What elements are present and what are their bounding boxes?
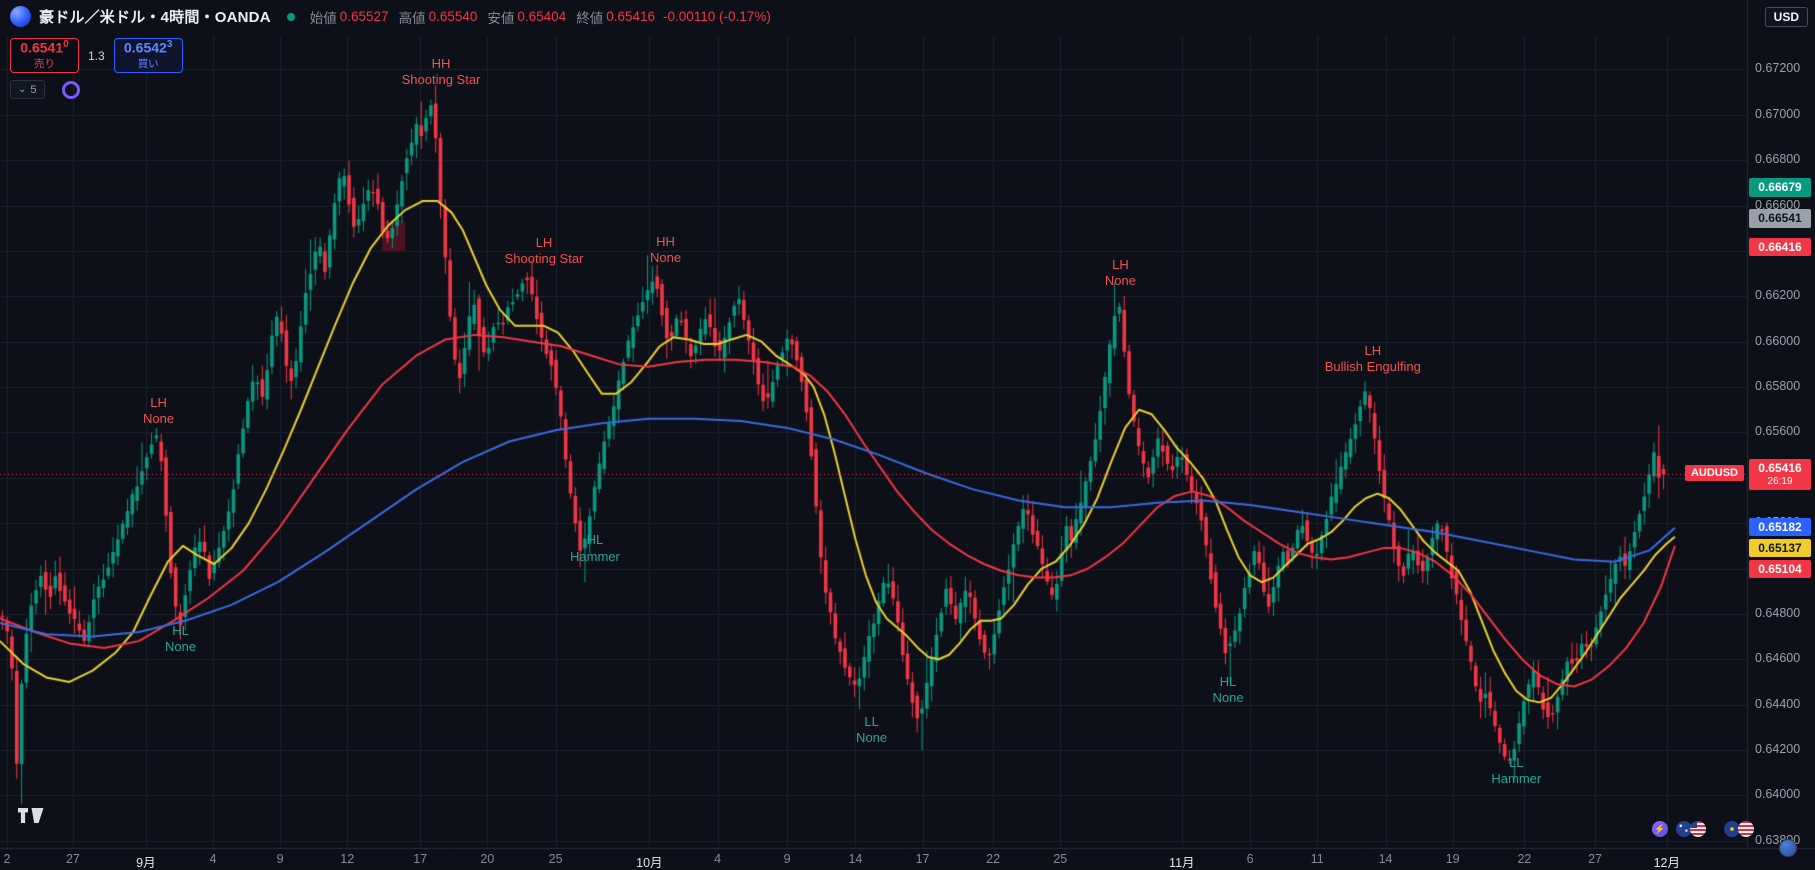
time-axis[interactable]: 2 27 9月 4 9 12 17 20 25 10月 4 9 14 17 22 25 11月 6 11 14 19 22… (0, 849, 1815, 870)
current-price-badge: 0.65416 26:19 (1749, 459, 1811, 490)
chevron-down-icon: ⌄ (18, 83, 27, 95)
price-axis-label: 0.65800 (1755, 379, 1801, 394)
time-axis-label: 27 (65, 852, 80, 866)
level-badge-gray: 0.66541 (1749, 209, 1811, 228)
sell-button[interactable]: 0.65410 売り (10, 38, 79, 73)
time-axis-label: 14 (1378, 852, 1393, 866)
time-axis-label: 17 (413, 852, 428, 866)
time-axis-label: 12月 (1653, 856, 1680, 870)
price-axis-label: 0.64800 (1755, 605, 1801, 620)
price-axis-label: 0.64200 (1755, 741, 1801, 756)
price-axis-label: 0.66200 (1755, 288, 1801, 303)
symbol-title[interactable]: 豪ドル／米ドル・4時間・OANDA (39, 9, 271, 26)
close-value: 0.65416 (606, 9, 655, 24)
buy-price: 0.65423 (123, 38, 173, 56)
time-axis-label: 20 (480, 852, 495, 866)
sell-price: 0.65410 (20, 38, 69, 56)
change-value: -0.00110 (-0.17%) (663, 9, 771, 24)
price-axis-label: 0.65600 (1755, 424, 1801, 439)
close-label: 終値 (576, 10, 604, 26)
buy-label: 買い (137, 58, 159, 71)
ma-badge-red: 0.65104 (1749, 559, 1811, 579)
time-axis-label: 25 (1053, 852, 1068, 866)
time-axis-label: 11 (1310, 852, 1324, 866)
time-axis-label: 2 (3, 852, 11, 866)
time-axis-label: 12 (340, 852, 355, 866)
time-axis-label: 9 (783, 852, 791, 866)
price-axis-label: 0.64000 (1755, 787, 1801, 802)
boost-icon[interactable]: ⚡ (1652, 821, 1668, 837)
price-axis-label: 0.64600 (1755, 651, 1801, 666)
low-value: 0.65404 (517, 9, 567, 24)
time-axis-label: 22 (986, 852, 1001, 866)
indicator-ring-icon (62, 81, 80, 99)
time-axis-label: 9 (276, 852, 284, 866)
price-axis-label: 0.66600 (1755, 197, 1801, 212)
sell-label: 売り (34, 58, 55, 71)
ma-badge-blue: 0.65182 (1749, 517, 1811, 537)
symbol-price-tag: AUDUSD (1684, 465, 1744, 482)
eur-flag-icon[interactable] (1724, 821, 1740, 837)
ohlc-legend: 始値 0.65527 高値 0.65540 安値 0.65404 終値 0.65416 … (303, 7, 771, 27)
time-axis-label: 4 (209, 852, 217, 866)
open-label: 始値 (309, 10, 337, 26)
price-axis-label: 0.67000 (1755, 106, 1801, 121)
candle-countdown: 26:19 (1767, 475, 1793, 487)
high-value: 0.65540 (428, 9, 478, 24)
time-axis-label: 17 (915, 852, 930, 866)
usd-flag-2-icon[interactable] (1738, 821, 1754, 837)
buy-button[interactable]: 0.65423 買い (113, 38, 183, 73)
time-axis-label: 19 (1445, 852, 1460, 866)
time-axis-label: 4 (714, 852, 722, 866)
spread-value: 1.3 (88, 48, 105, 63)
us-canton (1690, 821, 1697, 828)
time-axis-label: 25 (548, 852, 563, 866)
time-axis-label: 14 (848, 852, 863, 866)
price-axis-label: 0.64400 (1755, 696, 1801, 711)
time-axis-label: 6 (1246, 852, 1254, 866)
ma-badge-yellow: 0.65137 (1749, 538, 1811, 558)
price-axis[interactable]: 0.63800 0.64000 0.64200 0.64400 0.64600 0.648… (1748, 0, 1815, 848)
object-tree-collapse-button[interactable]: ⌄ 5 (10, 80, 45, 99)
level-badge-red: 0.66416 (1749, 237, 1811, 257)
market-status-icon (286, 12, 295, 21)
axis-corner-icon[interactable] (1779, 839, 1797, 857)
low-label: 安値 (487, 10, 515, 26)
hidden-indicator-count: 5 (30, 83, 37, 96)
price-axis-label: 0.66000 (1755, 333, 1801, 348)
usd-flag-icon[interactable] (1690, 821, 1706, 837)
time-axis-label: 22 (1517, 852, 1532, 866)
time-axis-label: 11月 (1169, 856, 1195, 870)
currency-toggle[interactable]: USD (1764, 7, 1808, 27)
trade-widget: 0.65410 売り 1.3 0.65423 買い (10, 38, 183, 73)
price-axis-label: 0.66800 (1755, 152, 1801, 167)
symbol-logo-icon[interactable] (10, 6, 31, 27)
time-axis-label: 27 (1588, 852, 1602, 866)
tradingview-logo[interactable] (18, 808, 46, 829)
aud-flag-icon[interactable] (1676, 821, 1692, 837)
price-axis-label: 0.67200 (1755, 61, 1801, 76)
time-axis-label: 10月 (636, 856, 663, 870)
high-label: 高値 (398, 10, 426, 26)
level-badge-green: 0.66679 (1749, 178, 1811, 197)
time-axis-label: 9月 (136, 856, 156, 870)
symbol-toolbar: 豪ドル／米ドル・4時間・OANDA 始値 0.65527 高値 0.65540 安値… (10, 6, 771, 27)
open-value: 0.65527 (339, 9, 389, 24)
